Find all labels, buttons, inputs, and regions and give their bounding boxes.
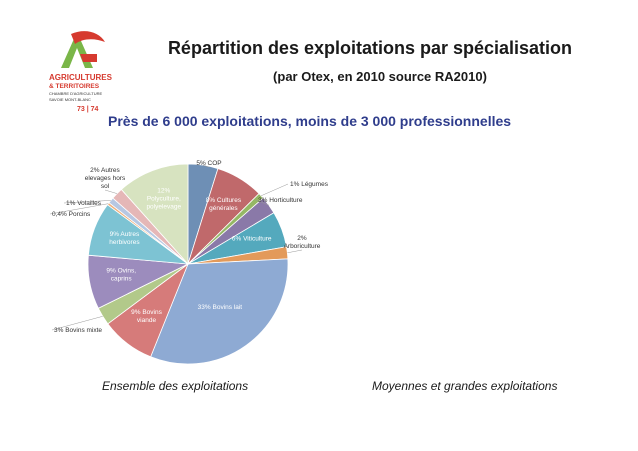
slice-label: 5% COP <box>196 160 221 167</box>
leader-line <box>203 164 210 168</box>
slice-label: 3% Horticulture <box>258 197 303 204</box>
slice-label: 2% Autres elevages hors sol <box>85 167 126 190</box>
leader-line <box>260 183 289 197</box>
logo-line-2: & TERRITOIRES <box>49 83 100 90</box>
leader-line <box>287 249 303 254</box>
page-subtitle: (par Otex, en 2010 source RA2010) <box>273 69 487 84</box>
leader-line <box>49 203 109 215</box>
chamber-logo: AGRICULTURES & TERRITOIRES CHAMBRE D'AGR… <box>47 22 119 117</box>
logo-line-1: AGRICULTURES <box>49 73 113 82</box>
leader-line <box>255 199 269 206</box>
logo-line-3: CHAMBRE D'AGRICULTURE <box>49 91 102 96</box>
caption-all-farms: Ensemble des exploitations <box>102 379 249 393</box>
leader-line <box>63 200 111 204</box>
leader-line <box>104 189 118 194</box>
slice-label: 12% Polyculture, polyelevage <box>146 188 181 211</box>
leader-line <box>51 316 103 331</box>
slice-label: 9% Ovins, caprins <box>106 268 136 283</box>
slice-label: 1% Volailles <box>66 200 102 207</box>
slice-label: 33% Bovins lait <box>198 304 243 311</box>
slice-label: 9% Bovins viande <box>131 309 162 324</box>
slice-label: 9% Autres herbivores <box>109 231 140 246</box>
slice-label: 0,4% Porcins <box>52 211 91 218</box>
logo-line-4: SAVOIE MONT-BLANC <box>49 97 91 102</box>
page-title: Répartition des exploitations par spécia… <box>167 38 573 58</box>
slice-label: 6% Viticulture <box>232 235 272 242</box>
caption-medium-large-farms: Moyennes et grandes exploitations <box>372 379 558 393</box>
slice-label: 2% Arboriculture <box>284 235 321 250</box>
slice-label: 8% Cultures générales <box>206 197 242 212</box>
pie-slice <box>150 258 289 365</box>
slice-label: 3% Bovins mixte <box>54 327 102 334</box>
page-tagline: Près de 6 000 exploitations, moins de 3 … <box>108 113 512 129</box>
logo-line-5: 73 | 74 <box>77 106 99 113</box>
pie-slice <box>120 163 189 266</box>
slice-label: 1% Légumes <box>290 181 329 188</box>
